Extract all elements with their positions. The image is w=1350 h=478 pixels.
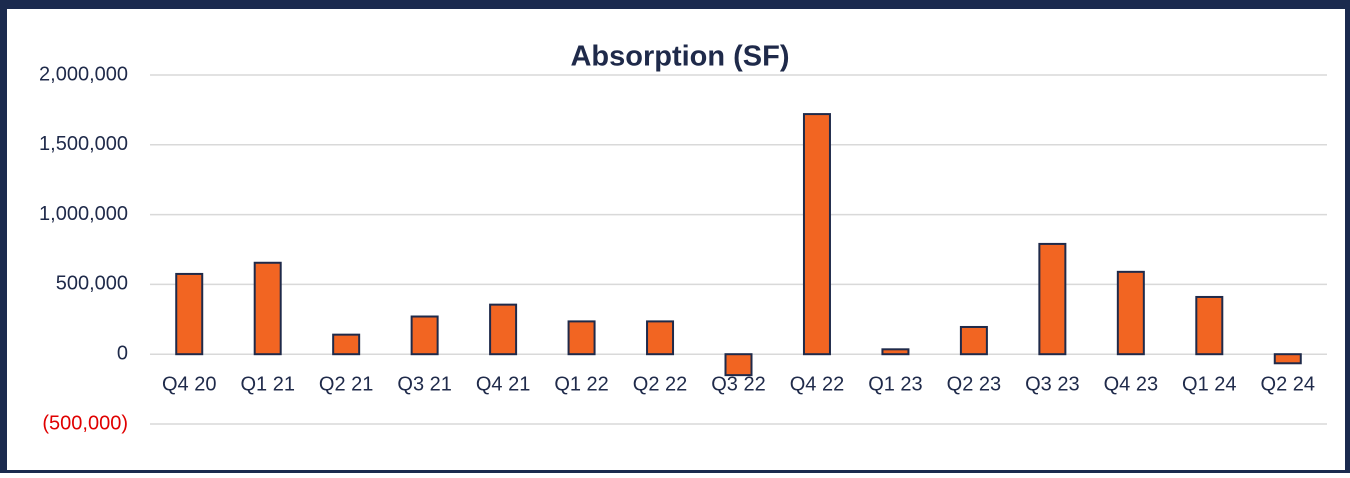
y-tick-label: 0 (117, 342, 128, 364)
bar (1273, 353, 1302, 365)
bar (1116, 270, 1145, 356)
y-tick-label: 1,500,000 (39, 133, 128, 155)
bar (567, 320, 596, 356)
x-tick-label: Q1 22 (554, 373, 608, 395)
x-tick-label: Q4 23 (1104, 373, 1158, 395)
bar (724, 353, 753, 377)
bar (959, 325, 988, 356)
chart-title: Absorption (SF) (570, 41, 789, 73)
x-tick-label: Q1 23 (868, 373, 922, 395)
bar (410, 315, 439, 356)
bar (1038, 242, 1067, 356)
bar (802, 113, 831, 356)
bar (881, 348, 910, 356)
y-tick-label: 2,000,000 (39, 63, 128, 85)
x-tick-label: Q4 22 (790, 373, 844, 395)
bar (646, 320, 675, 356)
bar (489, 303, 518, 356)
x-tick-label: Q1 24 (1182, 373, 1236, 395)
x-tick-label: Q2 21 (319, 373, 373, 395)
y-tick-label: 500,000 (56, 273, 128, 295)
x-tick-label: Q2 24 (1261, 373, 1315, 395)
x-tick-label: Q4 20 (162, 373, 216, 395)
x-tick-label: Q4 21 (476, 373, 530, 395)
x-tick-label: Q3 21 (397, 373, 451, 395)
x-tick-label: Q2 23 (947, 373, 1001, 395)
y-tick-label: 1,000,000 (39, 203, 128, 225)
bar (332, 333, 361, 356)
plot-background (7, 9, 1345, 470)
x-tick-label: Q1 21 (240, 373, 294, 395)
x-tick-label: Q2 22 (633, 373, 687, 395)
bar (253, 261, 282, 356)
x-tick-label: Q3 23 (1025, 373, 1079, 395)
x-tick-label: Q3 22 (711, 373, 765, 395)
bar (1195, 295, 1224, 356)
y-tick-label: (500,000) (42, 412, 128, 434)
bar (175, 272, 204, 356)
